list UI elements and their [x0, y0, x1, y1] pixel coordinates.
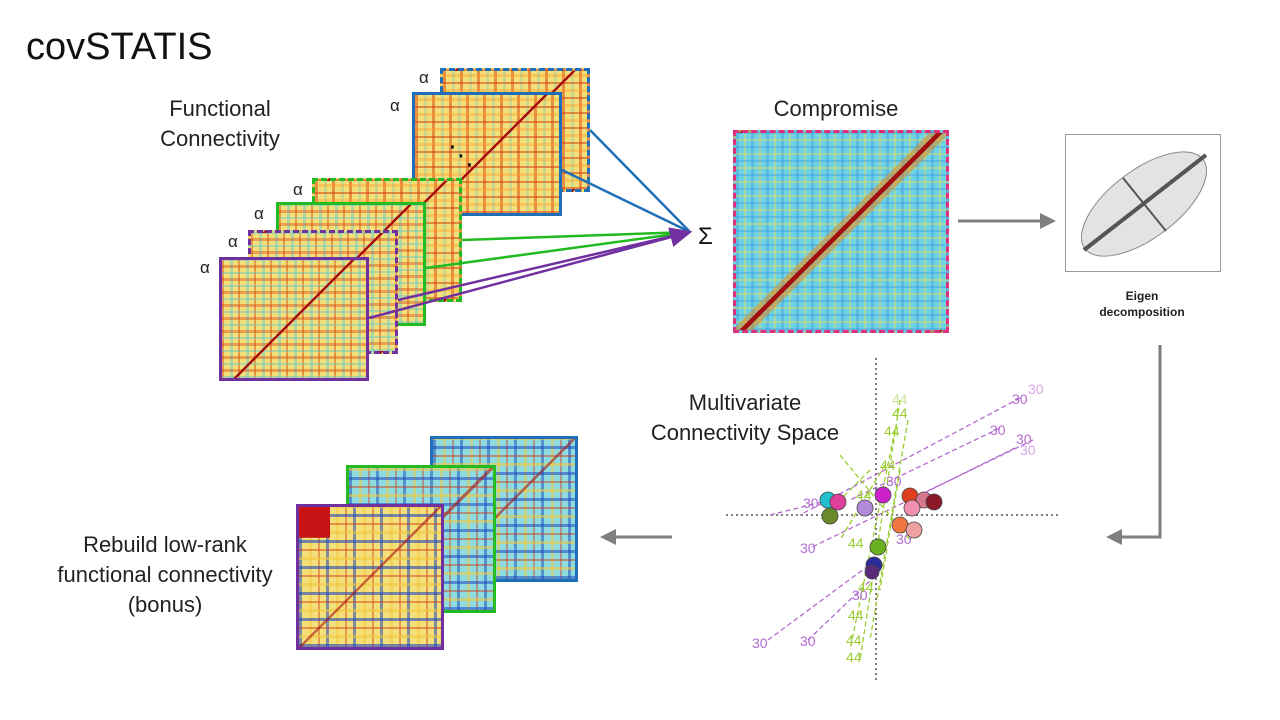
sum-symbol: Σ: [698, 223, 713, 250]
alpha-label: α: [200, 258, 210, 277]
point-label: 44: [846, 649, 862, 665]
alpha-label: α: [293, 180, 303, 199]
eigen-decomposition-label: Eigen decomposition: [1082, 288, 1202, 320]
point-label: 44: [884, 423, 900, 439]
point-label: 30: [752, 635, 768, 651]
eigen-ellipse-panel: [1065, 134, 1221, 272]
alpha-label: α: [254, 204, 264, 223]
point-label: 30: [803, 495, 819, 511]
scatter-labels-a: 30 30 30 30 30 30 30 30 30 30 30 30: [752, 381, 1044, 651]
scatter-axes: [726, 358, 1060, 680]
label-line: Connectivity Space: [650, 420, 840, 445]
label-line: functional connectivity: [57, 562, 273, 587]
point-label: 44: [858, 579, 874, 595]
point-label: 44: [880, 457, 896, 473]
scatter-point: [856, 499, 874, 517]
ellipsis-dots: ⋱: [448, 140, 474, 170]
point-label: 44: [892, 405, 908, 421]
scatter-point: [891, 516, 909, 534]
point-label: 30: [1012, 391, 1028, 407]
alpha-label: α: [228, 232, 238, 251]
scatter-labels-b: 44 44 44 44 44 44 44 44 44 44: [846, 391, 908, 665]
arrow-eigen-to-space: [1106, 345, 1162, 545]
scatter-point: [864, 564, 880, 580]
label-line: Functional: [169, 96, 271, 121]
scatter-point: [869, 538, 887, 556]
point-label: 44: [892, 391, 908, 407]
arrow-space-to-rebuild: [600, 529, 672, 545]
label-line: Multivariate: [688, 390, 802, 415]
fc-matrix-purple: [219, 257, 369, 381]
label-line: (bonus): [127, 592, 203, 617]
alpha-label: α: [390, 96, 400, 115]
fc-matrix-blue: [412, 92, 562, 216]
label-line: Eigen: [1125, 289, 1159, 303]
point-label: 30: [1016, 431, 1032, 447]
label-line: Rebuild low-rank: [83, 532, 247, 557]
scatter-points: [819, 486, 943, 580]
scatter-point: [905, 521, 923, 539]
scatter-point: [829, 493, 847, 511]
page-title: covSTATIS: [26, 26, 213, 68]
scatter-point: [874, 486, 892, 504]
scatter-point: [925, 493, 943, 511]
point-label: 30: [990, 422, 1006, 438]
point-label: 44: [856, 487, 872, 503]
lowrank-matrix-purple: [296, 504, 444, 650]
scatter-point: [903, 499, 921, 517]
compromise-label: Compromise: [773, 96, 899, 121]
point-label: 30: [886, 473, 902, 489]
rebuild-label: Rebuild low-rank functional connectivity…: [40, 530, 290, 620]
point-label: 44: [848, 607, 864, 623]
aggregation-lines: [368, 129, 693, 320]
point-label: 30: [800, 540, 816, 556]
alpha-label: α: [419, 68, 429, 87]
label-line: decomposition: [1099, 305, 1185, 319]
point-label: 30: [800, 633, 816, 649]
point-label: 44: [846, 632, 862, 648]
scatter-point: [821, 507, 839, 525]
functional-connectivity-label: Functional Connectivity: [140, 94, 300, 154]
ellipse-icon: [1080, 151, 1208, 257]
arrow-compromise-to-eigen: [958, 213, 1056, 229]
point-label: 44: [848, 535, 864, 551]
label-line: Connectivity: [160, 126, 280, 151]
point-label: 30: [1028, 381, 1044, 397]
compromise-matrix: [733, 130, 949, 333]
point-label: 30: [852, 587, 868, 603]
multivariate-space-label: Multivariate Connectivity Space: [640, 388, 850, 448]
point-label: 30: [1020, 442, 1036, 458]
